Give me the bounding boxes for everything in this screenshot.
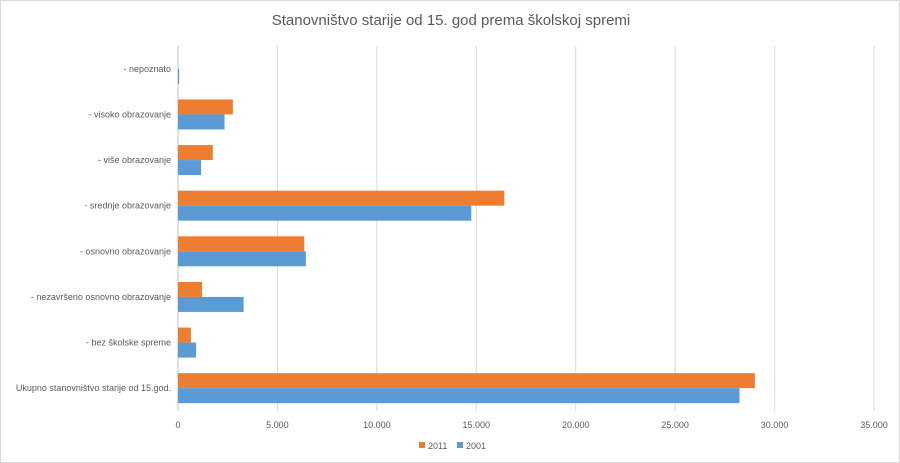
x-tick-label: 25.000 [661, 420, 689, 430]
bar-2011 [178, 236, 305, 252]
category-label: - više obrazovanje [98, 155, 171, 165]
bar-2011 [178, 190, 505, 206]
bar-2001 [178, 68, 180, 84]
category-label: - osnovno obrazovanje [80, 246, 171, 256]
legend-label: 2011 [428, 441, 447, 451]
category-label: - nepoznato [123, 64, 171, 74]
bar-2001 [178, 160, 202, 176]
bar-2001 [178, 388, 740, 404]
bar-2011 [178, 281, 203, 297]
category-label: - srednje obrazovanje [84, 201, 171, 211]
x-tick-label: 15.000 [463, 420, 491, 430]
x-tick-label: 35.000 [860, 420, 888, 430]
x-tick-label: 5.000 [266, 420, 289, 430]
x-tick-label: 0 [175, 420, 180, 430]
bar-2001 [178, 114, 225, 130]
category-label: Ukupno stanovništvo starije od 15.god. [16, 383, 171, 393]
x-tick-label: 20.000 [562, 420, 590, 430]
bar-2011 [178, 99, 233, 115]
bar-2011 [178, 373, 755, 389]
bar-2001 [178, 296, 244, 312]
bar-2011 [178, 327, 191, 343]
legend-swatch [457, 442, 463, 448]
legend-label: 2001 [466, 441, 486, 451]
bar-2001 [178, 251, 306, 267]
category-label: - visoko obrazovanje [88, 109, 171, 119]
legend-swatch [419, 442, 425, 448]
bar-2001 [178, 342, 197, 358]
chart-title: Stanovništvo starije od 15. god prema šk… [272, 12, 631, 29]
x-tick-label: 30.000 [761, 420, 789, 430]
bar-2001 [178, 205, 472, 221]
x-tick-label: 10.000 [363, 420, 391, 430]
category-label: - nezavršeno osnovno obrazovanje [31, 292, 171, 302]
bar-2011 [178, 145, 213, 161]
category-label: - bez školske spreme [86, 338, 171, 348]
